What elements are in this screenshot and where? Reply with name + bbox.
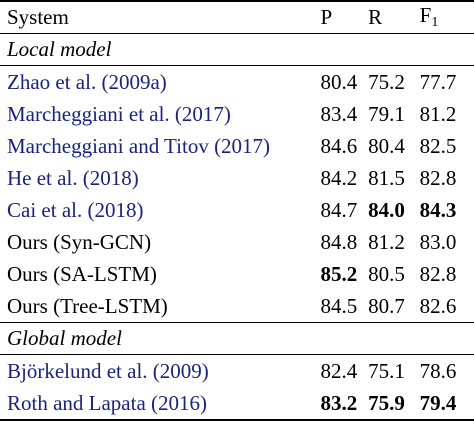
precision-cell: 84.7 [320, 197, 358, 222]
f1-cell: 82.5 [419, 133, 457, 158]
system-name-cell[interactable]: Zhao et al. (2009a) [7, 69, 167, 94]
recall-cell: 81.5 [368, 165, 405, 190]
f1-cell: 82.8 [419, 165, 457, 190]
f1-cell: 79.4 [419, 390, 457, 415]
section-label: Global model [7, 326, 122, 350]
system-name-cell[interactable]: He et al. (2018) [7, 165, 139, 190]
precision-cell: 84.2 [320, 165, 358, 190]
recall-cell: 80.7 [368, 293, 405, 318]
header-row: System P R F1 [0, 1, 474, 34]
precision-cell: 84.8 [320, 229, 358, 254]
table-row: He et al. (2018) 84.2 81.5 82.8 [0, 162, 474, 194]
recall-cell: 75.2 [368, 69, 405, 94]
system-name-cell[interactable]: Marcheggiani and Titov (2017) [7, 133, 271, 158]
table-row: Ours (SA-LSTM) 85.2 80.5 82.8 [0, 258, 474, 290]
f1-cell: 82.8 [419, 261, 457, 286]
f1-cell: 81.2 [419, 101, 457, 126]
recall-cell: 75.9 [368, 390, 405, 415]
table-row: Ours (Tree-LSTM) 84.5 80.7 82.6 [0, 290, 474, 323]
f1-cell: 78.6 [419, 358, 457, 383]
table-header: System P R F1 [0, 1, 474, 34]
recall-cell: 79.1 [368, 101, 405, 126]
system-name-cell[interactable]: Roth and Lapata (2016) [7, 390, 208, 415]
table-row: Björkelund et al. (2009) 82.4 75.1 78.6 [0, 354, 474, 388]
recall-cell: 81.2 [368, 229, 405, 254]
table-body: Local model Zhao et al. (2009a) 80.4 75.2 77… [0, 33, 474, 420]
system-name-cell[interactable]: Cai et al. (2018) [7, 197, 144, 222]
table-row: Cai et al. (2018) 84.7 84.0 84.3 [0, 194, 474, 226]
system-name-cell: Ours (Syn-GCN) [7, 229, 152, 254]
precision-cell: 84.5 [320, 293, 358, 318]
f1-cell: 77.7 [419, 69, 457, 94]
precision-cell: 83.2 [320, 390, 358, 415]
recall-cell: 80.4 [368, 133, 405, 158]
header-f1: F1 [420, 1, 474, 34]
precision-cell: 84.6 [320, 133, 358, 158]
header-system: System [7, 5, 69, 29]
table-row: Zhao et al. (2009a) 80.4 75.2 77.7 [0, 65, 474, 99]
system-name-cell: Ours (Tree-LSTM) [7, 293, 168, 318]
table-row: Marcheggiani and Titov (2017) 84.6 80.4 82.… [0, 130, 474, 162]
precision-cell: 80.4 [320, 69, 358, 94]
table-row: Ours (Syn-GCN) 84.8 81.2 83.0 [0, 226, 474, 258]
table-row: Marcheggiani et al. (2017) 83.4 79.1 81.2 [0, 98, 474, 130]
precision-cell: 82.4 [320, 358, 358, 383]
section-label: Local model [7, 37, 112, 61]
f1-cell: 83.0 [419, 229, 457, 254]
header-recall: R [368, 5, 383, 29]
precision-cell: 83.4 [320, 101, 358, 126]
header-f1-subscript: 1 [431, 15, 439, 30]
header-precision: P [320, 5, 333, 29]
f1-cell: 84.3 [419, 197, 457, 222]
recall-cell: 84.0 [368, 197, 405, 222]
table-row: Roth and Lapata (2016) 83.2 75.9 79.4 [0, 387, 474, 420]
precision-cell: 85.2 [320, 261, 358, 286]
system-name-cell[interactable]: Marcheggiani et al. (2017) [7, 101, 231, 126]
section-label-row: Global model [0, 322, 474, 355]
system-name-cell: Ours (SA-LSTM) [7, 261, 157, 286]
recall-cell: 75.1 [368, 358, 405, 383]
system-name-cell[interactable]: Björkelund et al. (2009) [7, 358, 209, 383]
f1-cell: 82.6 [419, 293, 457, 318]
recall-cell: 80.5 [368, 261, 405, 286]
section-label-row: Local model [0, 33, 474, 66]
header-f1-letter: F [419, 3, 432, 27]
